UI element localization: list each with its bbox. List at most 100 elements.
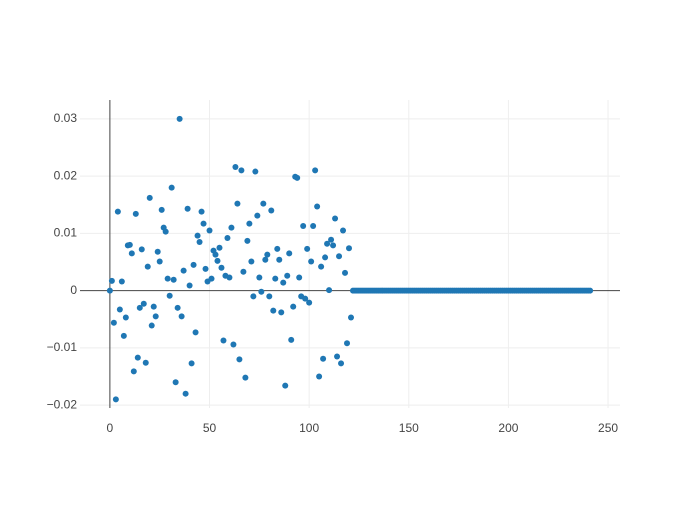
point — [216, 244, 223, 251]
point — [308, 258, 315, 265]
point — [324, 240, 331, 247]
point — [226, 274, 233, 281]
point — [260, 200, 267, 207]
point — [234, 200, 241, 207]
point — [178, 313, 185, 320]
point — [188, 360, 195, 367]
point — [320, 355, 327, 362]
point — [154, 248, 161, 255]
point — [278, 309, 285, 316]
point — [166, 292, 173, 299]
point — [184, 205, 191, 212]
point — [134, 354, 141, 361]
point — [294, 174, 301, 181]
point — [138, 246, 145, 253]
x-tick-label: 150 — [399, 421, 419, 435]
point — [228, 224, 235, 231]
point — [236, 356, 243, 363]
point — [258, 288, 265, 295]
point — [328, 236, 335, 243]
point — [312, 167, 319, 174]
point — [230, 341, 237, 348]
point — [246, 220, 253, 227]
y-tick-label: 0.03 — [54, 111, 78, 125]
point — [256, 274, 263, 281]
point — [342, 269, 349, 276]
point — [158, 206, 165, 213]
point — [186, 282, 193, 289]
point — [112, 396, 119, 403]
point — [126, 241, 133, 248]
point — [214, 257, 221, 264]
point — [220, 337, 227, 344]
point — [118, 278, 125, 285]
point — [132, 210, 139, 217]
point — [170, 276, 177, 283]
point — [180, 267, 187, 274]
point — [114, 208, 121, 215]
point — [326, 287, 333, 294]
point — [587, 287, 594, 294]
point — [347, 314, 354, 321]
point — [212, 251, 219, 258]
point — [306, 299, 313, 306]
point — [270, 307, 277, 314]
y-tick-label: 0.02 — [54, 168, 78, 182]
point — [304, 245, 311, 252]
point — [232, 163, 239, 170]
point — [130, 368, 137, 375]
point — [192, 329, 199, 336]
point — [344, 340, 351, 347]
point — [224, 234, 231, 241]
point — [266, 293, 273, 300]
y-tick-label: −0.02 — [47, 397, 78, 411]
point — [322, 254, 329, 261]
point — [262, 256, 269, 263]
point — [274, 245, 281, 252]
point — [280, 279, 287, 286]
point — [196, 238, 203, 245]
point — [108, 277, 115, 284]
point — [150, 303, 157, 310]
x-tick-label: 100 — [299, 421, 319, 435]
point — [336, 253, 343, 260]
point — [300, 222, 307, 229]
point — [302, 295, 309, 302]
y-tick-label: −0.01 — [47, 340, 78, 354]
point — [202, 265, 209, 272]
point — [218, 264, 225, 271]
point — [110, 319, 117, 326]
point — [334, 353, 341, 360]
point — [194, 232, 201, 239]
point — [248, 258, 255, 265]
point — [318, 263, 325, 270]
y-tick-label: 0 — [70, 283, 77, 297]
point — [340, 227, 347, 234]
point — [346, 245, 353, 252]
point — [200, 220, 207, 227]
point — [208, 275, 215, 282]
point — [162, 228, 169, 235]
point — [250, 293, 257, 300]
point — [136, 304, 143, 311]
point — [128, 250, 135, 257]
point — [240, 268, 247, 275]
point — [242, 374, 249, 381]
point — [152, 313, 159, 320]
x-tick-label: 50 — [203, 421, 217, 435]
point — [276, 256, 283, 263]
point — [286, 250, 293, 257]
point — [268, 207, 275, 214]
point — [164, 275, 171, 282]
point — [252, 168, 259, 175]
point — [316, 373, 323, 380]
point — [106, 287, 113, 294]
point — [310, 222, 317, 229]
point — [332, 215, 339, 222]
point — [330, 242, 337, 249]
point — [254, 212, 261, 219]
point — [172, 379, 179, 386]
point — [206, 227, 213, 234]
